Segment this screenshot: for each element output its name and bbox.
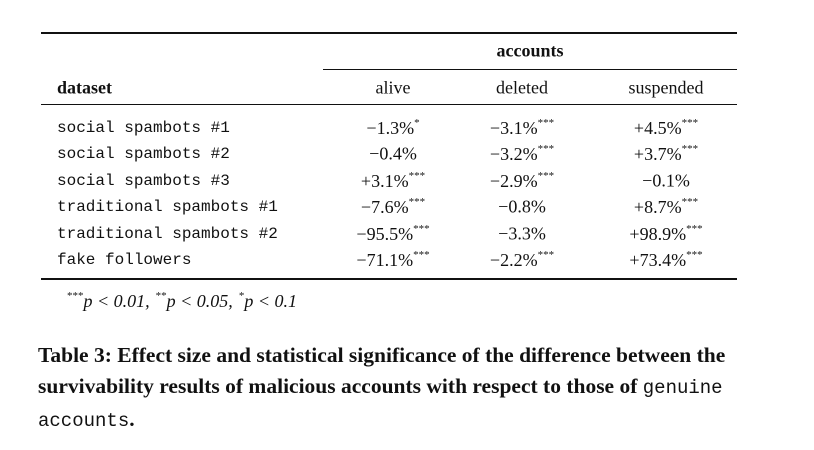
significance: *** [537, 143, 555, 156]
cell: −3.1%*** [490, 117, 554, 139]
significance: *** [681, 117, 699, 129]
cell-value: −1.3% [366, 118, 415, 138]
significance: *** [408, 169, 426, 182]
cell: −0.8% [498, 197, 546, 218]
column-header: suspended [628, 77, 704, 98]
cell: +8.7%*** [634, 196, 698, 218]
header-rule [41, 104, 737, 105]
cell: +73.4%*** [629, 249, 702, 271]
significance: *** [408, 196, 426, 209]
cell-value: +4.5% [633, 118, 682, 138]
top-rule [41, 32, 737, 34]
dataset-name: traditional spambots #2 [57, 224, 278, 243]
cell-value: −0.4% [369, 143, 417, 164]
significance: *** [537, 117, 555, 129]
footnote-text: p < 0.1 [244, 291, 297, 311]
cell: −0.1% [642, 170, 690, 191]
mid-rule [323, 69, 737, 70]
significance: *** [413, 222, 430, 235]
footnote-sig: * [238, 290, 245, 302]
significance: *** [681, 196, 699, 209]
cell-value: −2.9% [489, 170, 538, 191]
cell-value: −7.6% [360, 197, 409, 218]
cell: −71.1%*** [356, 249, 429, 271]
cell-value: +73.4% [629, 250, 687, 270]
cell-value: −3.1% [489, 118, 538, 138]
cell-value: −71.1% [356, 250, 414, 270]
dataset-name: social spambots #3 [57, 171, 230, 190]
cell-value: −0.8% [498, 196, 546, 217]
significance: * [414, 117, 420, 129]
caption-label: Table 3: [38, 343, 112, 367]
cell-value: −0.1% [642, 170, 690, 191]
dataset-name: social spambots #2 [57, 145, 230, 164]
significance: *** [537, 249, 555, 261]
footnote-sig: ** [155, 290, 167, 302]
caption: Table 3: Effect size and statistical sig… [38, 340, 750, 437]
caption-text: Effect size and statistical significance… [38, 343, 726, 398]
caption-code: genuine accounts [38, 377, 723, 432]
cell: −0.4% [369, 144, 417, 165]
cell-value: +3.1% [360, 170, 409, 191]
significance: *** [686, 222, 703, 235]
cell-value: −95.5% [356, 223, 414, 244]
bottom-rule [41, 278, 737, 280]
significance: *** [413, 249, 430, 261]
cell-value: +8.7% [633, 197, 682, 218]
cell-value: −3.3% [498, 223, 546, 244]
dataset-name: traditional spambots #1 [57, 198, 278, 217]
cell: −2.2%*** [490, 249, 554, 271]
significance: *** [686, 249, 703, 261]
caption-end: . [129, 407, 135, 431]
cell: −95.5%*** [356, 223, 429, 245]
cell-value: +3.7% [633, 144, 682, 165]
footnote: ***p < 0.01, **p < 0.05, *p < 0.1 [67, 290, 303, 312]
cell-value: +98.9% [629, 223, 687, 244]
cell: −2.9%*** [490, 170, 554, 192]
cell: −7.6%*** [361, 196, 425, 218]
cell: +3.1%*** [361, 170, 425, 192]
cell: +4.5%*** [634, 117, 698, 139]
group-header: accounts [496, 40, 564, 61]
cell: −3.3% [498, 223, 546, 244]
cell-value: −2.2% [489, 250, 538, 270]
cell-value: −3.2% [489, 144, 538, 165]
footnote-text: p < 0.05, [166, 291, 233, 311]
footnote-text: p < 0.01, [83, 291, 150, 311]
cell: +98.9%*** [629, 223, 702, 245]
cell: −1.3%* [366, 117, 419, 139]
dataset-name: social spambots #1 [57, 119, 230, 137]
dataset-name: fake followers [57, 251, 192, 269]
column-header: deleted [496, 77, 548, 98]
cell: −3.2%*** [490, 143, 554, 165]
column-header: alive [375, 77, 411, 98]
significance: *** [537, 169, 555, 182]
cell: +3.7%*** [634, 143, 698, 165]
footnote-sig: *** [67, 290, 84, 302]
column-header: dataset [57, 77, 112, 98]
significance: *** [681, 143, 699, 156]
